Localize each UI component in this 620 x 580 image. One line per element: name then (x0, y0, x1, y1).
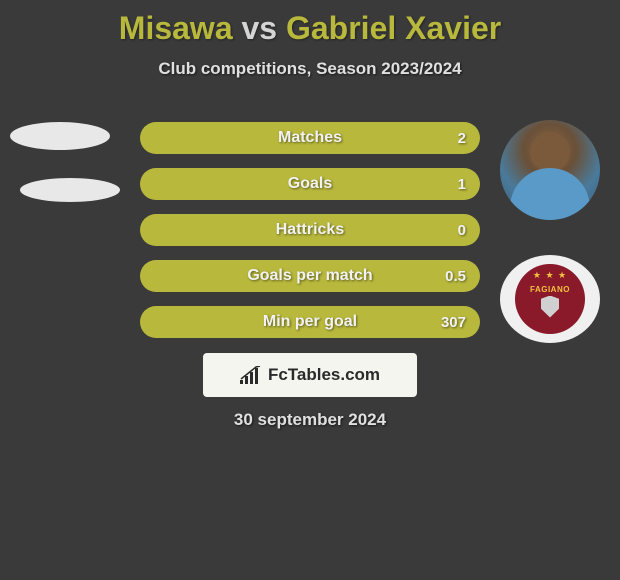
player2-club-badge: FAGIANO (500, 255, 600, 343)
stat-bar-value: 2 (458, 130, 466, 147)
stat-bar: Goals per match0.5 (140, 260, 480, 292)
stat-bar: Min per goal307 (140, 306, 480, 338)
stat-bar-value: 307 (441, 314, 466, 331)
stat-bar-value: 0.5 (445, 268, 466, 285)
stat-bar-value: 0 (458, 222, 466, 239)
player2-avatar (500, 120, 600, 220)
stat-bar: Goals1 (140, 168, 480, 200)
stat-bar-value: 1 (458, 176, 466, 193)
stat-bar-label: Min per goal (140, 313, 480, 331)
club-badge-icon: FAGIANO (515, 264, 585, 334)
source-logo: FcTables.com (203, 353, 417, 397)
stat-bar-label: Goals per match (140, 267, 480, 285)
club-badge-shield-icon (541, 296, 559, 318)
vs-separator: vs (242, 10, 278, 46)
page-title: Misawa vs Gabriel Xavier (0, 0, 620, 47)
stat-bar: Hattricks0 (140, 214, 480, 246)
source-logo-text: FcTables.com (268, 365, 380, 385)
stat-bar-label: Matches (140, 129, 480, 147)
subtitle: Club competitions, Season 2023/2024 (0, 59, 620, 79)
player2-name: Gabriel Xavier (286, 10, 501, 46)
club-badge-text: FAGIANO (530, 285, 570, 294)
stat-bar-label: Hattricks (140, 221, 480, 239)
stats-bars: Matches2Goals1Hattricks0Goals per match0… (140, 122, 480, 352)
player1-name: Misawa (119, 10, 233, 46)
fctables-icon (240, 366, 262, 384)
stat-bar: Matches2 (140, 122, 480, 154)
date-text: 30 september 2024 (0, 410, 620, 430)
player1-avatar-placeholder (10, 122, 110, 150)
stat-bar-label: Goals (140, 175, 480, 193)
player1-club-placeholder (20, 178, 120, 202)
comparison-infographic: Misawa vs Gabriel Xavier Club competitio… (0, 0, 620, 580)
